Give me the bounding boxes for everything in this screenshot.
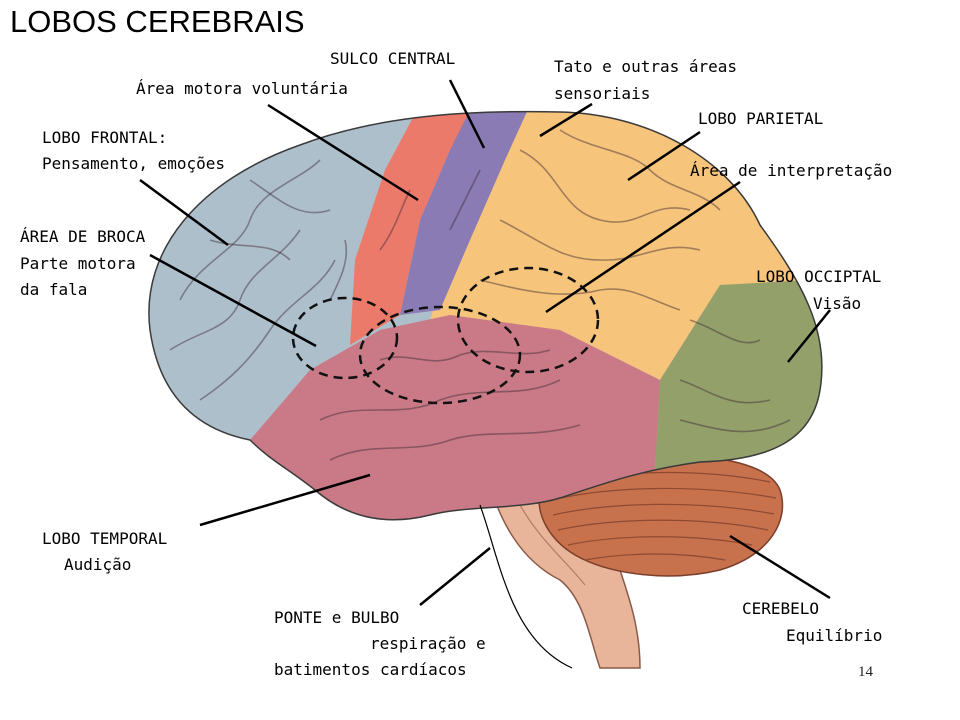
- label-broca-line2: Parte motora: [20, 254, 136, 273]
- brainstem-line: [519, 504, 586, 586]
- sensory-cortex: [400, 111, 530, 315]
- motor-cortex: [350, 111, 475, 345]
- leader-sulco-central: [448, 79, 486, 149]
- label-area-interpretacao: Área de interpretação: [690, 161, 893, 180]
- label-ponte-line1: PONTE e BULBO: [274, 608, 400, 627]
- leader-tato: [539, 102, 593, 138]
- label-ponte-line2: respiração e: [370, 634, 486, 653]
- label-cerebelo-line1: CEREBELO: [742, 599, 820, 618]
- label-occipital-line2: Visão: [813, 294, 862, 313]
- label-lobo-parietal: LOBO PARIETAL: [698, 109, 824, 128]
- leader-lines: [139, 79, 831, 606]
- leader-ponte: [419, 547, 491, 606]
- label-temporal-line1: LOBO TEMPORAL: [42, 529, 168, 548]
- leader-occipital: [787, 309, 831, 363]
- cerebrum-outline: [148, 110, 823, 521]
- label-cerebelo-line2: Equilíbrio: [786, 626, 883, 645]
- label-broca-line1: ÁREA DE BROCA: [20, 227, 146, 246]
- label-temporal-line2: Audição: [64, 555, 132, 574]
- label-lobo-frontal-line1: LOBO FRONTAL:: [42, 128, 168, 147]
- label-lobo-frontal-line2: Pensamento, emoções: [42, 154, 226, 173]
- broca-area-circle: [291, 296, 399, 380]
- leader-broca: [149, 253, 317, 348]
- leader-lobo-parietal: [627, 130, 701, 182]
- auditory-area-circle: [358, 305, 522, 405]
- label-area-motora: Área motora voluntária: [136, 79, 348, 98]
- label-tato-line2: sensoriais: [554, 84, 651, 103]
- label-ponte-line3: batimentos cardíacos: [274, 660, 467, 679]
- gyri-texture: [169, 129, 791, 461]
- label-occipital-line1: LOBO OCCIPTAL: [756, 267, 882, 286]
- interpretation-area-circle: [456, 266, 600, 374]
- label-sulco-central: SULCO CENTRAL: [330, 49, 456, 68]
- label-tato-line1: Tato e outras áreas: [554, 57, 738, 76]
- leader-area-interpretacao: [545, 180, 741, 314]
- leader-temporal: [199, 473, 371, 527]
- page-number: 14: [858, 664, 873, 680]
- label-broca-line3: da fala: [20, 280, 88, 299]
- diagram-title: LOBOS CEREBRAIS: [10, 4, 305, 39]
- leader-cerebelo: [729, 534, 831, 600]
- leader-area-motora: [267, 103, 419, 202]
- dashed-areas: [291, 266, 600, 405]
- ponte-bracket: [479, 504, 573, 669]
- leader-lobo-frontal: [139, 178, 229, 247]
